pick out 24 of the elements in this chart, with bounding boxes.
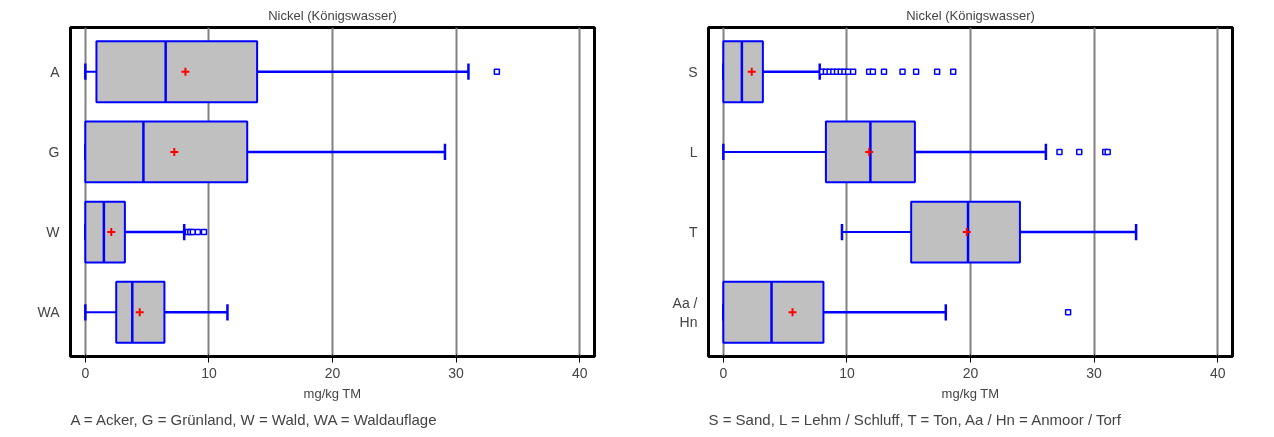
x-tick-label: 20 (962, 364, 979, 381)
y-tick-label: W (46, 224, 61, 241)
y-tick-label: S (688, 63, 698, 80)
chart-title: Nickel (Königswasser) (268, 7, 397, 23)
x-tick-label: 0 (719, 364, 728, 381)
x-tick-label: 30 (448, 364, 465, 381)
x-axis-title: mg/kg TM (303, 385, 362, 401)
text: A = Acker, G = Grünland, W = Wald, WA = Waldauflage (70, 410, 437, 428)
x-tick-label: 30 (1086, 364, 1103, 381)
x-tick-label: 40 (1209, 364, 1226, 381)
x-tick-label: 10 (201, 364, 217, 381)
x-tick-label: 20 (324, 364, 341, 381)
y-tick-label: L (689, 143, 698, 160)
text: S = Sand, L = Lehm / Schluff, T = Ton, Aa / Hn = Anmoor / Torf (708, 410, 1122, 428)
x-tick-label: 10 (839, 364, 855, 381)
y-tick-label: A (50, 63, 61, 80)
x-axis-title: mg/kg TM (941, 385, 1000, 401)
x-tick-label: 0 (81, 364, 90, 381)
y-tick-label: Aa / Hn (672, 294, 698, 330)
y-tick-label: T (688, 224, 698, 241)
x-tick-label: 40 (571, 364, 588, 381)
y-tick-label: WA (37, 304, 61, 321)
y-tick-label: G (48, 143, 60, 160)
chart-title: Nickel (Königswasser) (906, 7, 1035, 23)
